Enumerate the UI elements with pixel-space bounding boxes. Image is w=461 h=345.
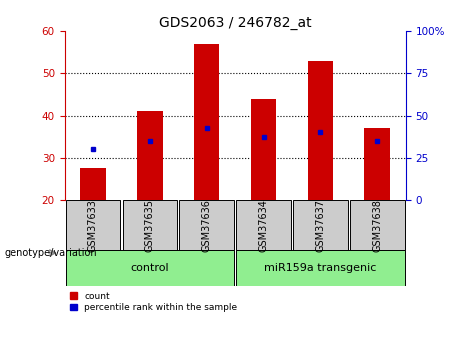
Bar	[350, 200, 405, 250]
Text: genotype/variation: genotype/variation	[5, 248, 97, 258]
Bar	[251, 99, 276, 200]
Bar	[236, 200, 291, 250]
Bar	[123, 200, 177, 250]
Text: GSM37638: GSM37638	[372, 199, 382, 252]
Title: GDS2063 / 246782_at: GDS2063 / 246782_at	[159, 16, 312, 30]
Text: GSM37633: GSM37633	[88, 199, 98, 252]
Text: miR159a transgenic: miR159a transgenic	[264, 263, 377, 273]
Text: GSM37636: GSM37636	[201, 199, 212, 252]
Bar	[194, 44, 219, 200]
Bar	[293, 200, 348, 250]
Text: GSM37637: GSM37637	[315, 199, 325, 252]
Bar	[65, 200, 120, 250]
Bar	[137, 111, 163, 200]
Bar	[236, 250, 405, 286]
Bar	[179, 200, 234, 250]
Text: GSM37635: GSM37635	[145, 199, 155, 252]
Bar	[65, 250, 234, 286]
Bar	[307, 61, 333, 200]
Bar	[365, 128, 390, 200]
Legend: count, percentile rank within the sample: count, percentile rank within the sample	[69, 291, 238, 313]
Bar	[80, 168, 106, 200]
Text: control: control	[130, 263, 169, 273]
Text: GSM37634: GSM37634	[259, 199, 269, 252]
